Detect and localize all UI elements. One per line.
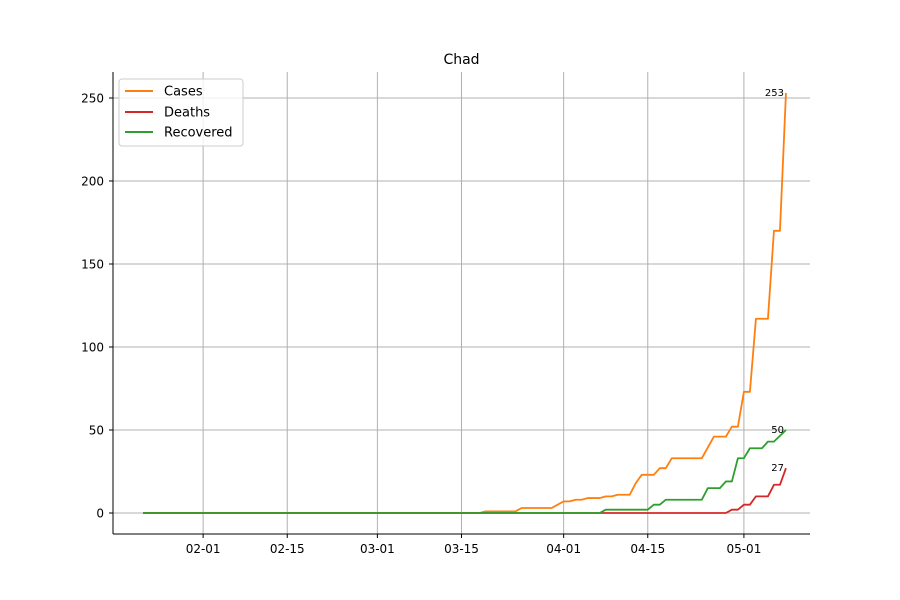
series-line-deaths [143,467,787,514]
y-tick-label: 150 [81,257,104,271]
x-ticks: 02-01 02-15 03-01 03-15 04-01 04-15 05-01 [186,534,761,556]
x-tick-label: 05-01 [726,542,761,556]
x-tick-label: 02-01 [186,542,221,556]
end-label-deaths: 27 [771,463,784,474]
legend-label-cases: Cases [164,85,203,100]
y-tick-label: 100 [81,340,104,354]
end-label-recovered: 50 [771,425,784,436]
x-tick-label: 04-15 [630,542,665,556]
x-tick-label: 03-01 [360,542,395,556]
x-tick-label: 04-01 [546,542,581,556]
chart-title: Chad [443,52,479,68]
x-tick-label: 02-15 [270,542,305,556]
legend: Cases Deaths Recovered [118,78,244,147]
y-tick-label: 50 [89,423,104,437]
legend-label-recovered: Recovered [164,126,233,141]
end-label-cases: 253 [765,88,784,99]
series-lines [143,92,787,514]
y-tick-label: 200 [81,174,104,188]
x-tick-label: 03-15 [444,542,479,556]
legend-label-deaths: Deaths [164,106,210,121]
y-ticks: 0 50 100 150 200 250 [81,91,113,521]
y-tick-label: 250 [81,91,104,105]
y-tick-label: 0 [96,507,104,521]
series-line-recovered [143,429,787,514]
end-labels: 253 27 50 [765,88,784,474]
series-line-cases [143,92,787,514]
legend-box [118,78,244,147]
